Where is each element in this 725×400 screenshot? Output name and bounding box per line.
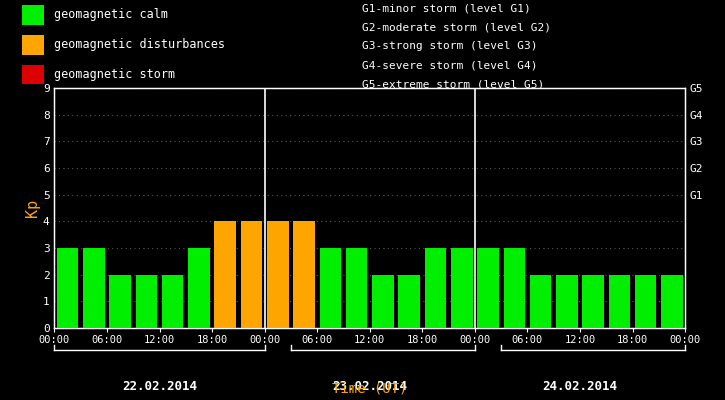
Text: G4-severe storm (level G4): G4-severe storm (level G4) [362,60,538,70]
Bar [215,221,236,328]
Bar [267,221,289,328]
Y-axis label: Kp: Kp [25,199,40,217]
Text: geomagnetic disturbances: geomagnetic disturbances [54,38,225,51]
Bar [294,221,315,328]
Bar [22,35,44,54]
Bar [530,275,551,328]
Text: 23.02.2014: 23.02.2014 [332,380,407,393]
Bar [556,275,578,328]
Bar [425,248,446,328]
Bar [477,248,499,328]
Bar [609,275,630,328]
Bar [109,275,130,328]
Bar [504,248,525,328]
Text: G3-strong storm (level G3): G3-strong storm (level G3) [362,41,538,51]
Text: 24.02.2014: 24.02.2014 [542,380,618,393]
Bar [372,275,394,328]
Text: 22.02.2014: 22.02.2014 [122,380,197,393]
Bar [22,65,44,84]
Bar [22,5,44,25]
Bar [399,275,420,328]
Bar [320,248,341,328]
Bar [57,248,78,328]
Bar [188,248,210,328]
Text: G2-moderate storm (level G2): G2-moderate storm (level G2) [362,22,552,32]
Text: G1-minor storm (level G1): G1-minor storm (level G1) [362,4,531,14]
Bar [582,275,604,328]
Text: geomagnetic calm: geomagnetic calm [54,8,168,22]
Bar [83,248,104,328]
Text: G5-extreme storm (level G5): G5-extreme storm (level G5) [362,79,544,89]
Bar [661,275,683,328]
Bar [346,248,368,328]
Bar [635,275,656,328]
Bar [136,275,157,328]
Bar [451,248,473,328]
Bar [162,275,183,328]
Text: geomagnetic storm: geomagnetic storm [54,68,175,81]
Text: Time (UT): Time (UT) [332,382,407,396]
Bar [241,221,262,328]
